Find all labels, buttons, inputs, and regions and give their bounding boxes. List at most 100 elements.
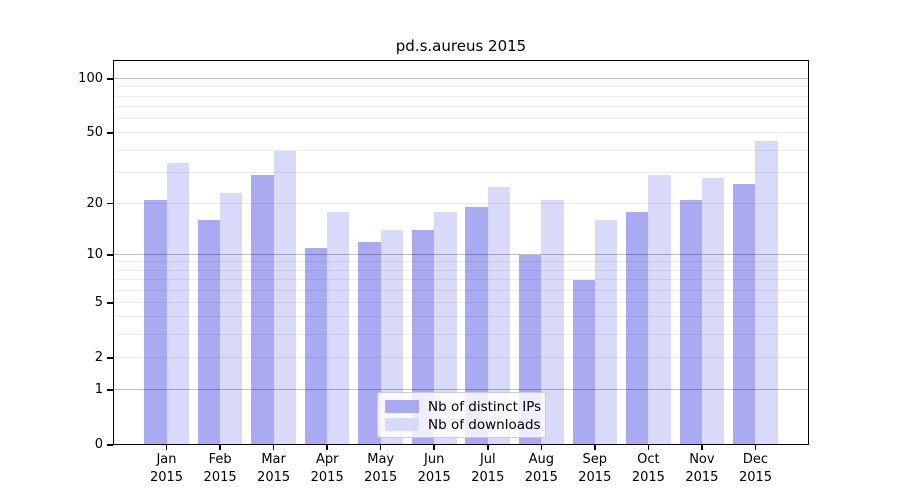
x-tick-month: Oct <box>637 452 660 467</box>
legend-label: Nb of downloads <box>428 416 541 433</box>
bar-distinct-ips <box>358 241 381 445</box>
y-tick-mark <box>107 389 113 391</box>
minor-gridline <box>113 356 809 358</box>
bar-distinct-ips <box>411 230 435 445</box>
legend-entry: Nb of distinct IPs <box>385 398 542 415</box>
x-tick-month: Aug <box>528 452 554 467</box>
x-tick-mark <box>540 445 543 450</box>
y-tick-label: 1 <box>94 382 103 397</box>
y-tick-label: 20 <box>86 195 103 211</box>
x-tick-label: Jan 2015 <box>135 451 199 486</box>
minor-gridline <box>113 95 809 97</box>
x-tick-label: Nov 2015 <box>670 451 734 486</box>
y-tick-mark <box>107 132 113 134</box>
minor-gridline <box>113 202 809 204</box>
x-tick-year: 2015 <box>631 469 665 485</box>
bar-downloads <box>594 220 618 445</box>
x-tick-month: Dec <box>742 452 769 467</box>
x-tick-label: Jun 2015 <box>402 451 466 486</box>
x-tick-year: 2015 <box>578 469 612 485</box>
minor-gridline <box>113 171 809 173</box>
x-tick-month: Sep <box>582 452 608 467</box>
x-tick-month: Feb <box>208 452 232 467</box>
x-tick-mark <box>487 445 489 450</box>
legend-label: Nb of distinct IPs <box>428 398 542 415</box>
minor-gridline <box>113 132 809 134</box>
y-tick-label: 2 <box>94 349 103 365</box>
bar-downloads <box>648 175 671 445</box>
x-tick-month: May <box>367 452 395 467</box>
y-tick-mark <box>107 357 113 359</box>
minor-gridline <box>113 106 809 107</box>
x-tick-year: 2015 <box>364 469 398 485</box>
x-tick-label: Sep 2015 <box>563 451 627 486</box>
legend-box: Nb of distinct IPs Nb of downloads <box>377 392 546 438</box>
x-tick-label: Mar 2015 <box>242 451 306 486</box>
x-tick-label: Apr 2015 <box>295 451 359 486</box>
bar-downloads <box>434 211 457 445</box>
x-tick-label: Oct 2015 <box>616 451 680 486</box>
x-tick-label: Feb 2015 <box>188 451 252 486</box>
x-tick-label: Aug 2015 <box>509 451 573 486</box>
x-tick-label: Jul 2015 <box>456 451 520 486</box>
x-tick-mark <box>647 445 650 450</box>
y-tick-mark <box>107 302 113 304</box>
minor-gridline <box>113 86 809 88</box>
bar-distinct-ips <box>251 175 274 445</box>
major-gridline <box>113 389 809 390</box>
y-tick-mark <box>107 444 113 446</box>
legend-swatch-downloads <box>385 418 419 431</box>
x-tick-mark <box>165 445 168 450</box>
x-tick-month: Mar <box>261 452 286 467</box>
bar-distinct-ips <box>144 199 167 445</box>
y-tick-label: 100 <box>78 71 103 86</box>
bar-downloads <box>327 211 350 445</box>
bar-distinct-ips <box>197 220 221 445</box>
x-tick-mark <box>219 445 221 450</box>
minor-gridline <box>113 261 809 263</box>
bar-distinct-ips <box>733 183 756 445</box>
minor-gridline <box>113 301 809 303</box>
x-tick-year: 2015 <box>149 469 184 485</box>
x-tick-mark <box>701 445 703 450</box>
bar-downloads <box>487 186 511 445</box>
x-tick-month: Nov <box>689 452 715 467</box>
x-tick-month: Apr <box>315 452 339 467</box>
x-tick-year: 2015 <box>203 469 237 485</box>
bar-distinct-ips <box>572 280 595 445</box>
x-tick-year: 2015 <box>417 469 451 485</box>
y-tick-label: 10 <box>86 246 103 262</box>
minor-gridline <box>113 289 809 291</box>
x-tick-mark <box>326 445 328 450</box>
bar-downloads <box>380 230 403 445</box>
bar-distinct-ips <box>626 211 649 445</box>
x-tick-year: 2015 <box>257 469 291 485</box>
y-tick-label: 0 <box>94 437 103 452</box>
minor-gridline <box>113 316 809 318</box>
bar-downloads <box>755 141 778 445</box>
x-tick-year: 2015 <box>471 469 505 485</box>
x-tick-mark <box>272 445 275 450</box>
x-tick-label: May 2015 <box>349 451 413 486</box>
bar-distinct-ips <box>465 207 488 445</box>
plot-area: Nb of distinct IPs Nb of downloads <box>113 60 809 445</box>
y-tick-mark <box>107 78 113 80</box>
bar-distinct-ips <box>679 199 702 445</box>
x-tick-month: Jan <box>156 452 177 467</box>
x-tick-year: 2015 <box>685 469 719 485</box>
x-tick-mark <box>379 445 382 450</box>
x-tick-month: Jul <box>479 452 496 467</box>
minor-gridline <box>113 334 809 336</box>
chart-title: pd.s.aureus 2015 <box>395 37 527 55</box>
legend-entry: Nb of downloads <box>385 416 541 433</box>
bar-distinct-ips <box>304 247 328 445</box>
y-tick-label: 50 <box>86 125 103 141</box>
bar-downloads <box>273 150 296 445</box>
x-tick-year: 2015 <box>524 469 558 485</box>
y-tick-mark <box>107 202 113 205</box>
minor-gridline <box>113 269 809 271</box>
x-tick-mark <box>594 445 596 450</box>
minor-gridline <box>113 149 809 151</box>
x-tick-year: 2015 <box>310 469 344 485</box>
